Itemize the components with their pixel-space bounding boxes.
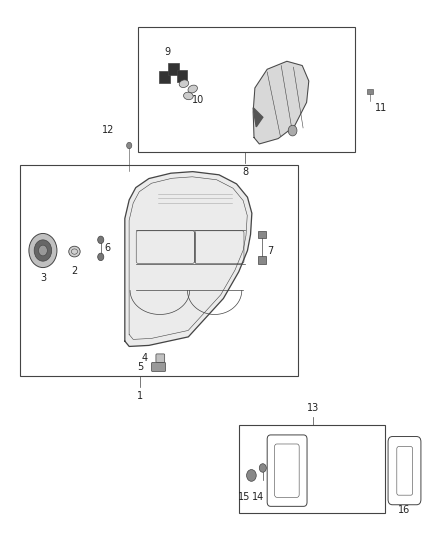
Text: 2: 2 (71, 266, 78, 277)
Text: 6: 6 (104, 244, 110, 253)
Text: 15: 15 (238, 492, 251, 503)
FancyBboxPatch shape (156, 354, 165, 362)
Bar (138, 27, 355, 152)
Bar (239, 425, 385, 513)
FancyBboxPatch shape (177, 70, 187, 82)
Ellipse shape (179, 80, 189, 87)
Polygon shape (253, 108, 263, 127)
Text: 12: 12 (102, 125, 115, 135)
FancyBboxPatch shape (258, 256, 266, 264)
FancyBboxPatch shape (367, 89, 373, 94)
Circle shape (29, 233, 57, 268)
Circle shape (259, 464, 266, 472)
Text: 4: 4 (142, 353, 148, 363)
FancyBboxPatch shape (159, 71, 170, 83)
FancyBboxPatch shape (258, 231, 266, 238)
Circle shape (98, 236, 104, 244)
Text: 3: 3 (40, 273, 46, 283)
Circle shape (39, 245, 47, 256)
FancyBboxPatch shape (168, 63, 179, 75)
Text: 14: 14 (252, 492, 265, 503)
Text: 10: 10 (192, 95, 204, 106)
Circle shape (127, 142, 132, 149)
Text: 7: 7 (267, 246, 273, 255)
Polygon shape (253, 61, 309, 144)
Ellipse shape (184, 92, 193, 100)
Text: 11: 11 (374, 103, 387, 112)
Circle shape (98, 253, 104, 261)
Text: 8: 8 (242, 167, 248, 177)
Text: 1: 1 (137, 391, 143, 401)
Text: 13: 13 (307, 402, 319, 413)
Text: 9: 9 (164, 47, 170, 57)
Ellipse shape (69, 246, 80, 257)
Text: 16: 16 (398, 505, 410, 515)
Circle shape (34, 240, 52, 261)
FancyBboxPatch shape (152, 362, 166, 372)
Bar (20, 165, 298, 376)
Ellipse shape (188, 85, 198, 93)
Polygon shape (125, 172, 252, 346)
Circle shape (247, 470, 256, 481)
Text: 5: 5 (138, 362, 144, 372)
Circle shape (288, 125, 297, 136)
